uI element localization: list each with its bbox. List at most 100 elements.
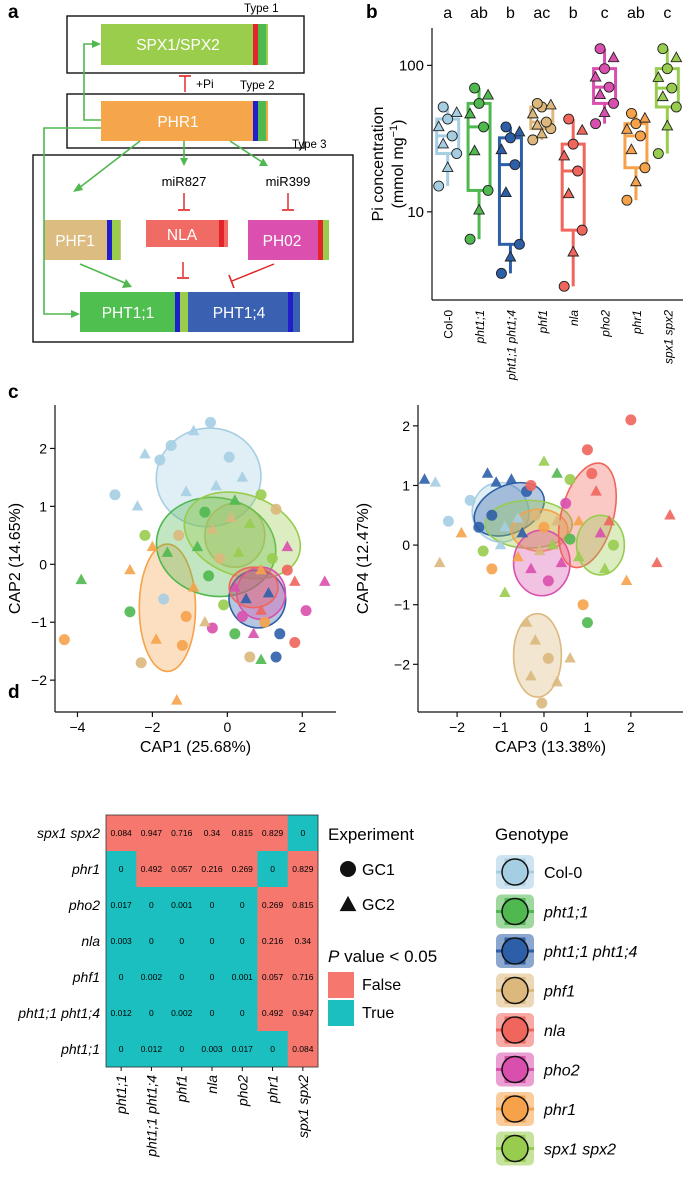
d-cell-value: 0.492 bbox=[141, 864, 163, 874]
b-box-nla bbox=[558, 113, 589, 292]
b-point bbox=[504, 250, 517, 262]
c-point-spx1-spx2 bbox=[139, 529, 151, 541]
c-point-phf1 bbox=[214, 553, 226, 564]
c-point-nla bbox=[255, 604, 267, 615]
c-point-col-0 bbox=[494, 538, 507, 550]
c-point-phr1 bbox=[259, 616, 271, 628]
d-cell-value: 0.34 bbox=[204, 828, 221, 838]
b-y-axis-label: Pi concentration bbox=[370, 107, 387, 222]
c-point-nla bbox=[590, 485, 602, 496]
d-col-label: pht1;1 bbox=[113, 1075, 129, 1115]
b-point bbox=[531, 118, 544, 130]
d-row-label: pht1;1 pht1;4 bbox=[17, 1005, 100, 1021]
c-point-nla bbox=[289, 575, 301, 586]
d-cell-value: 0 bbox=[119, 864, 124, 874]
d-cell bbox=[136, 887, 167, 924]
d-col-label: spx1 spx2 bbox=[295, 1075, 311, 1138]
b-box-pho2 bbox=[589, 43, 620, 130]
d-cell-value: 0.057 bbox=[262, 972, 284, 982]
d-col-label: nla bbox=[204, 1075, 220, 1094]
c-point-phr1 bbox=[124, 563, 136, 575]
pht11-gene-box bbox=[80, 292, 186, 332]
d-cell bbox=[106, 995, 137, 1032]
c-point-phr1 bbox=[512, 550, 524, 562]
b-point bbox=[576, 123, 589, 135]
c-y-axis-label: CAP2 (14.65%) bbox=[7, 503, 24, 614]
d-cell-value: 0.084 bbox=[292, 1044, 314, 1054]
c-point-nla bbox=[664, 509, 676, 520]
c-y-tick-label: 2 bbox=[39, 440, 47, 456]
legend-genotype-label: spx1 spx2 bbox=[544, 1142, 616, 1159]
b-point bbox=[670, 51, 683, 63]
d-cell bbox=[166, 923, 198, 960]
type1-frame bbox=[66, 15, 305, 74]
c-point-pht1-1 bbox=[191, 540, 204, 552]
c-x-tick-label: 0 bbox=[540, 719, 548, 735]
phr-to-pht-arrow bbox=[43, 127, 101, 315]
c-point-col-0 bbox=[204, 416, 216, 428]
c-point-spx1-spx2 bbox=[232, 546, 245, 557]
b-point bbox=[590, 118, 602, 130]
d-cell-value: 0.716 bbox=[171, 828, 193, 838]
c-point-col-0 bbox=[158, 593, 170, 605]
d-cell-value: 0.017 bbox=[232, 1044, 254, 1054]
phr-green-marker bbox=[258, 101, 266, 141]
c-ellipse-spx1-spx2 bbox=[575, 514, 626, 576]
b-point bbox=[572, 165, 584, 177]
d-cell bbox=[196, 887, 228, 924]
legend-genotype-circle bbox=[501, 937, 529, 965]
c-x-axis-label: CAP1 (25.68%) bbox=[140, 739, 251, 756]
d-cell bbox=[287, 887, 319, 924]
c-point-pho2 bbox=[555, 556, 568, 568]
d-cell-value: 0.003 bbox=[111, 936, 133, 946]
d-cell bbox=[287, 815, 319, 852]
c-point-phr1 bbox=[187, 581, 200, 592]
d-cell-value: 0 bbox=[270, 1044, 275, 1054]
d-row-label: spx1 spx2 bbox=[37, 825, 100, 841]
d-cell-value: 0 bbox=[119, 1044, 124, 1054]
d-row-label: pht1;1 bbox=[60, 1041, 100, 1057]
spx-gene-box bbox=[101, 24, 268, 65]
c-point-pht1-1-pht1-4 bbox=[505, 473, 518, 484]
d-cell bbox=[196, 923, 228, 960]
c-point-phr1 bbox=[455, 526, 468, 538]
c-point-spx1-spx2 bbox=[255, 489, 267, 501]
d-cell bbox=[287, 851, 319, 888]
c-x-tick-label: −4 bbox=[69, 719, 85, 735]
c-point-phf1 bbox=[270, 503, 282, 515]
d-cell-value: 0 bbox=[149, 1008, 154, 1018]
c-y-tick-label: −2 bbox=[394, 656, 410, 672]
b-point bbox=[594, 43, 606, 55]
pht11-blue-marker bbox=[175, 292, 180, 332]
b-x-tick-label: nla bbox=[567, 310, 581, 326]
b-point bbox=[657, 43, 669, 55]
d-cell-value: 0.012 bbox=[111, 1008, 133, 1018]
b-sig-letter: ab bbox=[470, 5, 488, 22]
b-point bbox=[607, 51, 620, 63]
d-cell bbox=[136, 851, 167, 888]
d-cell-value: 0.815 bbox=[292, 900, 314, 910]
c-point-pht1-1-pht1-4 bbox=[274, 628, 286, 640]
c-point-col-0 bbox=[499, 520, 511, 532]
b-point bbox=[504, 132, 516, 144]
b-point bbox=[540, 116, 552, 128]
b-point bbox=[544, 98, 557, 110]
c-point-col-0 bbox=[512, 511, 524, 523]
b-x-tick-label: pht1;1 pht1;4 bbox=[504, 310, 518, 381]
d-cell-value: 0 bbox=[149, 936, 154, 946]
c-x-tick-label: 2 bbox=[627, 719, 635, 735]
b-point bbox=[531, 97, 543, 109]
c-point-spx1-spx2 bbox=[218, 599, 230, 611]
b-sig-letter: ab bbox=[627, 5, 645, 22]
c-point-phr1 bbox=[150, 633, 162, 644]
d-cell bbox=[287, 1031, 319, 1068]
c-point-pho2 bbox=[281, 540, 294, 552]
phr-to-spx-arrow bbox=[83, 43, 101, 121]
legend-genotype-phf1: phf1 bbox=[496, 973, 575, 1008]
d-cell bbox=[287, 959, 319, 996]
c-point-phf1 bbox=[173, 529, 185, 541]
b-box-pht1-1-pht1-4 bbox=[495, 121, 526, 279]
d-col-label: pht1;1 pht1;4 bbox=[143, 1075, 159, 1158]
d-cell bbox=[196, 1031, 228, 1068]
d-cell bbox=[166, 851, 198, 888]
